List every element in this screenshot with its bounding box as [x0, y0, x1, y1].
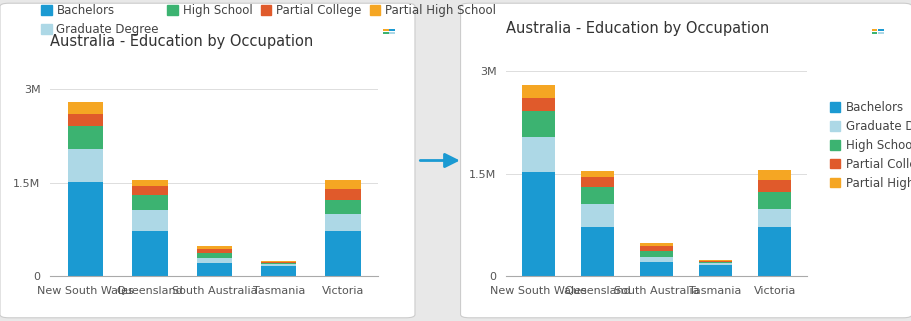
Bar [197, 253, 231, 258]
Bar [325, 180, 361, 189]
Legend: Bachelors, Graduate Degree, High School, Partial College, Partial High School: Bachelors, Graduate Degree, High School,… [824, 96, 911, 195]
Bar [197, 258, 231, 263]
Bar [758, 180, 790, 192]
Bar [758, 170, 790, 180]
Bar [522, 137, 554, 172]
Bar [522, 111, 554, 137]
Bar [132, 180, 168, 186]
Text: Australia - Education by Occupation: Australia - Education by Occupation [50, 34, 313, 49]
Bar [758, 227, 790, 276]
Bar [67, 182, 103, 276]
Bar [699, 261, 732, 262]
Bar [699, 260, 732, 261]
Bar [132, 231, 168, 276]
Bar [640, 256, 672, 262]
Bar [581, 204, 613, 227]
Bar [581, 187, 613, 204]
Bar [197, 263, 231, 276]
Bar [699, 265, 732, 276]
Bar [325, 200, 361, 214]
Bar [132, 195, 168, 210]
Bar [640, 247, 672, 251]
Bar [261, 262, 296, 263]
Bar [132, 186, 168, 195]
Bar [325, 231, 361, 276]
Bar [640, 251, 672, 256]
Text: Australia - Education by Occupation: Australia - Education by Occupation [506, 21, 769, 36]
Bar [640, 262, 672, 276]
Bar [132, 210, 168, 231]
Bar [325, 214, 361, 231]
Bar [261, 261, 296, 262]
Bar [67, 102, 103, 114]
Bar [581, 178, 613, 187]
Bar [67, 126, 103, 149]
Bar [522, 85, 554, 98]
Bar [522, 98, 554, 111]
Bar [699, 263, 732, 265]
Bar [581, 227, 613, 276]
Bar [261, 263, 296, 265]
Bar [522, 172, 554, 276]
Bar [67, 149, 103, 182]
Bar [67, 114, 103, 126]
Legend: Bachelors, Graduate Degree, High School, Partial College, Partial High School: Bachelors, Graduate Degree, High School,… [36, 0, 500, 41]
Bar [197, 249, 231, 253]
Bar [758, 209, 790, 227]
Bar [758, 192, 790, 209]
Bar [699, 262, 732, 263]
Bar [261, 265, 296, 266]
Bar [261, 266, 296, 276]
Bar [325, 189, 361, 200]
Bar [197, 246, 231, 249]
Bar [640, 243, 672, 247]
Bar [581, 171, 613, 178]
